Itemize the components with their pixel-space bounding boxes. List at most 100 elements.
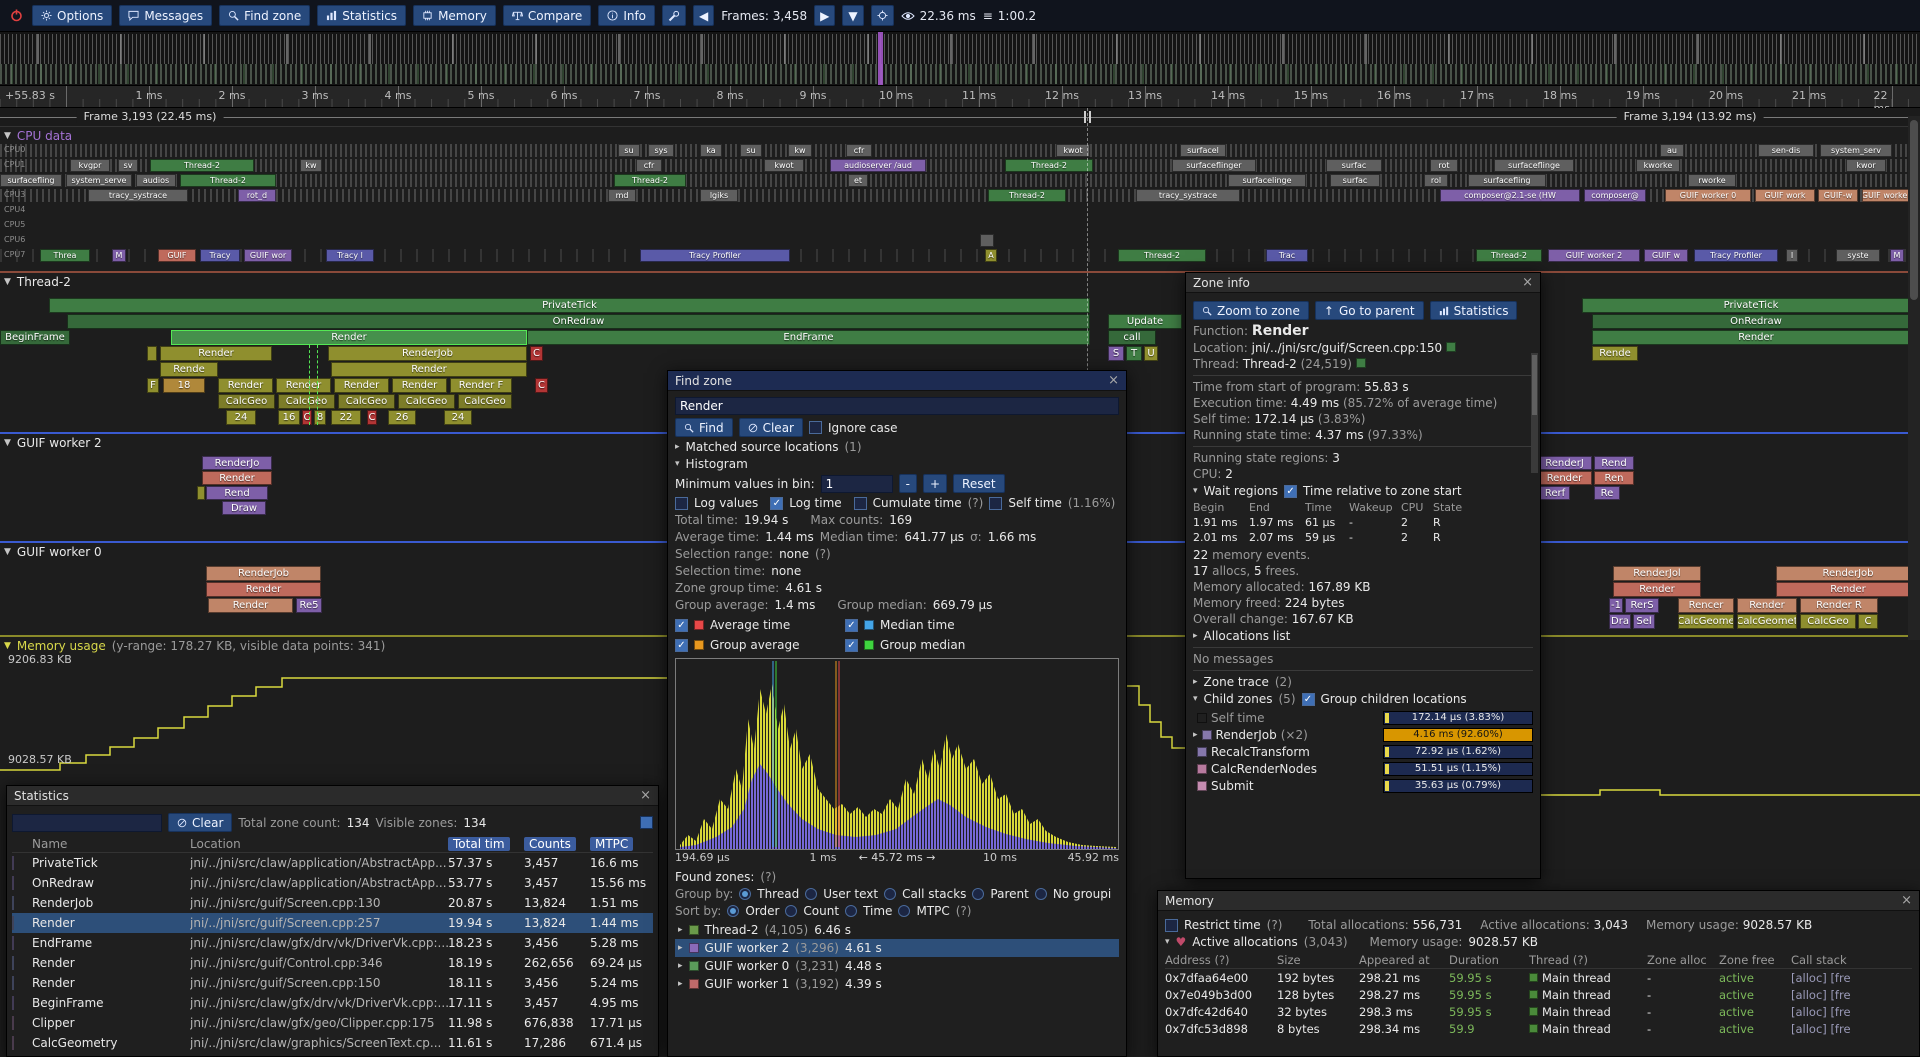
collapse-icon[interactable]: ▼ [4,131,11,141]
timeline-zone[interactable]: S [1108,346,1124,361]
messages-button[interactable]: Messages [119,5,213,26]
timeline-zone[interactable]: Rencer [1678,598,1734,613]
expand-icon[interactable]: ▸ [678,961,683,971]
timeline-zone[interactable]: U [1144,346,1158,361]
group-by-radio[interactable] [739,888,752,900]
timeline-zone[interactable]: EndFrame [527,330,1090,345]
timeline-zone[interactable]: rot [1430,159,1458,172]
memory-usage-graph[interactable] [0,640,1920,1057]
timeline-zone[interactable]: system_serve [66,174,132,187]
timeline-zone[interactable]: C [1858,614,1878,629]
found-zone-group-row[interactable]: ▸ GUIF worker 2 (3,296) 4.61 s [675,939,1119,957]
legend-checkbox[interactable]: ✓ [675,638,688,652]
timeline-zone[interactable]: md [608,189,636,202]
timeline-zone[interactable]: OnRedraw [67,314,1090,329]
crosshair-button[interactable] [870,5,894,26]
collapse-icon[interactable]: ▾ [1165,937,1170,947]
clear-filter-button[interactable]: Clear [168,813,233,832]
timeline-zone[interactable]: Render [276,378,331,393]
filter-zones-input[interactable] [12,813,162,832]
statistics-row[interactable]: PrivateTick jni/../jni/src/claw/applicat… [12,853,653,873]
free-callstack[interactable]: [fre [1830,970,1851,985]
timeline-zone[interactable]: Rende [1592,346,1638,361]
statistics-row[interactable]: BeginFrame jni/../jni/src/claw/gfx/drv/v… [12,993,653,1013]
zone-info-scrollbar[interactable] [1531,353,1538,473]
group-by-radio[interactable] [805,888,818,900]
timeline-zone[interactable]: surfacefling [0,174,62,187]
statistics-row[interactable]: RenderJob jni/../jni/src/guif/Screen.cpp… [12,893,653,913]
close-icon[interactable]: × [1522,275,1533,290]
alloc-callstack[interactable]: [alloc] [1791,1021,1827,1036]
frame-markers-row[interactable]: Frame 3,193 (22.45 ms) Frame 3,194 (13.9… [0,108,1920,127]
memory-column-header[interactable]: Thread [1529,953,1570,967]
histogram-option-checkbox[interactable]: ✓ [770,496,784,510]
timeline-zone[interactable]: CalcGeo [398,394,455,409]
timeline-zone[interactable]: CalcGeo [458,394,512,409]
memory-column-header[interactable]: Call stack [1791,953,1847,967]
timeline-zone[interactable]: composer@2.1-se (HW [1440,189,1580,202]
legend-checkbox[interactable]: ✓ [675,618,688,632]
timeline-zone[interactable]: T [1126,346,1142,361]
expand-icon[interactable]: ▸ [678,979,683,989]
group-by-radio[interactable] [972,888,985,900]
collapse-icon[interactable]: ▾ [1193,486,1198,496]
timeline-zone[interactable]: Thread-2 [614,174,686,187]
group-by-radio[interactable] [884,888,897,900]
timeline-zone[interactable]: su [618,144,640,157]
timeline-zone[interactable]: kwot [764,159,804,172]
timeline-zone[interactable]: Thread-2 [180,174,276,187]
find-button[interactable]: Find [675,418,733,437]
timeline-zone[interactable]: Sel [1633,614,1655,629]
timeline-zone[interactable]: PrivateTick [1582,298,1920,313]
timeline-zone[interactable]: Rend [1594,456,1634,470]
cpu-row[interactable]: CPU6 [0,234,1920,247]
scrollbar-thumb[interactable] [1532,355,1537,415]
timeline-zone[interactable]: Tracy l [326,249,374,262]
timeline-zone[interactable]: Render F [450,378,512,393]
cpu-row[interactable]: CPU7 [0,249,1920,262]
timeline-zone[interactable]: Tracy [200,249,240,262]
location-value[interactable]: jni/../jni/src/guif/Screen.cpp:150 [1251,341,1443,355]
timeline-zone[interactable] [147,346,157,361]
group-children-checkbox[interactable]: ✓ [1301,692,1315,706]
timeline-zone[interactable]: kw [300,159,322,172]
timeline-zone[interactable]: GUIF w [1644,249,1688,262]
timeline-zone[interactable]: Render [392,378,447,393]
timeline-zone[interactable]: kworke [1636,159,1680,172]
timeline-zone[interactable]: PrivateTick [49,298,1090,313]
timeline-zone[interactable]: GUIF work [1755,189,1815,202]
free-callstack[interactable]: [fre [1830,1004,1851,1019]
timeline-zone[interactable]: RenderJo [202,456,272,470]
timeline-zone[interactable]: surfacelinge [1228,174,1306,187]
min-bin-decrement-button[interactable]: - [898,474,917,493]
clear-button[interactable]: Clear [738,418,803,437]
sort-by-radio[interactable] [898,905,911,917]
reset-button[interactable]: Reset [953,474,1005,493]
wait-column-header[interactable]: Time [1305,501,1332,514]
memory-title-bar[interactable]: Memory × [1158,891,1919,911]
timeline-zone[interactable]: Render [334,378,389,393]
alloc-callstack[interactable]: [alloc] [1791,970,1827,985]
cpu-row[interactable]: CPU0 [0,144,1920,157]
memory-column-header[interactable]: Appeared at [1359,953,1430,967]
wait-column-header[interactable]: End [1249,501,1270,514]
column-header-name[interactable]: Name [32,836,68,851]
timeline-zone[interactable]: GUIF worker 2 [1548,249,1640,262]
timeline-zone[interactable]: Dra [1609,614,1631,629]
find-zone-title-bar[interactable]: Find zone × [668,371,1126,391]
timeline-zone[interactable]: system_serv [1820,144,1892,157]
timeline-zone[interactable]: audios [136,174,176,187]
timeline-zone[interactable]: Draw [222,501,266,515]
timeline-zone[interactable]: Rende [160,362,218,377]
group-by-radio[interactable] [1034,888,1047,900]
timeline-zone[interactable]: Render [1592,330,1920,345]
statistics-row[interactable]: Render jni/../jni/src/guif/Screen.cpp:15… [12,973,653,993]
scrollbar-thumb[interactable] [1910,120,1918,300]
statistics-row[interactable]: Render jni/../jni/src/guif/Control.cpp:3… [12,953,653,973]
timeline-zone[interactable]: composer@ [1584,189,1646,202]
timeline-zone[interactable]: C [535,378,548,393]
prev-frame-button[interactable]: ◀ [693,5,715,26]
timeline-zone[interactable]: Render [208,598,293,613]
timeline-zone[interactable]: syste [1836,249,1880,262]
